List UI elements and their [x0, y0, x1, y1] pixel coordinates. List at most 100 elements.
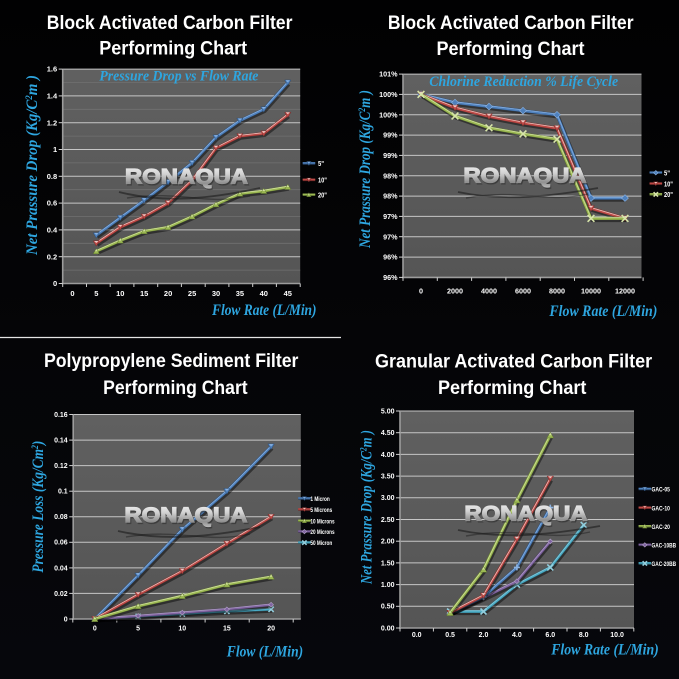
svg-text:1.4: 1.4 [47, 92, 58, 101]
svg-text:6.0: 6.0 [545, 632, 555, 639]
svg-text:RONAQUA: RONAQUA [466, 503, 589, 527]
svg-text:Flow Rate (L/Min): Flow Rate (L/Min) [549, 303, 658, 320]
svg-text:RONAQUA: RONAQUA [465, 502, 588, 526]
svg-text:10000: 10000 [581, 286, 601, 295]
svg-text:Performing Chart: Performing Chart [103, 378, 248, 399]
svg-text:25: 25 [188, 289, 196, 298]
svg-text:5": 5" [318, 159, 324, 168]
svg-text:10.0: 10.0 [610, 632, 624, 639]
svg-text:10 Microns: 10 Microns [310, 519, 335, 526]
svg-text:30: 30 [212, 289, 220, 298]
svg-text:5.00: 5.00 [381, 408, 395, 415]
svg-text:GAC-20BB: GAC-20BB [652, 561, 677, 568]
svg-text:0.4: 0.4 [47, 226, 58, 235]
svg-text:99%: 99% [383, 151, 398, 160]
svg-text:4.50: 4.50 [381, 430, 395, 437]
svg-text:Granular Activated Carbon Filt: Granular Activated Carbon Filter [375, 351, 653, 372]
svg-text:Performing Chart: Performing Chart [437, 39, 586, 60]
svg-text:98%: 98% [383, 192, 398, 201]
svg-text:0: 0 [53, 279, 57, 288]
svg-text:Block Activated Carbon Filter: Block Activated Carbon Filter [388, 13, 634, 34]
svg-text:0.00: 0.00 [381, 625, 395, 632]
svg-text:8000: 8000 [549, 286, 565, 295]
svg-text:GAC-10BB: GAC-10BB [652, 543, 677, 550]
svg-text:0.02: 0.02 [54, 591, 68, 598]
svg-text:RONAQUA: RONAQUA [125, 503, 248, 527]
svg-text:0.14: 0.14 [54, 438, 68, 445]
svg-text:15: 15 [223, 626, 231, 633]
svg-text:5: 5 [94, 289, 98, 298]
svg-text:2.0: 2.0 [479, 632, 489, 639]
svg-text:10": 10" [318, 176, 327, 185]
svg-text:97%: 97% [383, 212, 398, 221]
svg-text:GAC-05: GAC-05 [652, 487, 671, 494]
svg-text:20": 20" [664, 190, 673, 199]
svg-text:1 Micron: 1 Micron [310, 496, 329, 503]
svg-text:Flow Rate (L/Min): Flow Rate (L/Min) [550, 642, 658, 659]
svg-text:0: 0 [70, 289, 74, 298]
svg-text:RONAQUA: RONAQUA [464, 164, 587, 188]
svg-text:4000: 4000 [481, 286, 497, 295]
svg-text:5 Microns: 5 Microns [310, 507, 332, 514]
svg-text:RONAQUA: RONAQUA [125, 165, 248, 189]
svg-text:10: 10 [178, 626, 186, 633]
svg-text:2.00: 2.00 [381, 539, 395, 546]
svg-text:4.00: 4.00 [381, 452, 395, 459]
svg-text:GAC-10: GAC-10 [652, 505, 671, 512]
svg-text:0.8: 0.8 [47, 172, 57, 181]
svg-text:RONAQUA: RONAQUA [465, 165, 588, 189]
svg-text:Performing Chart: Performing Chart [99, 39, 248, 60]
svg-text:45: 45 [284, 289, 292, 298]
svg-text:Pressure Drop vs Flow Rate: Pressure Drop vs Flow Rate [99, 69, 258, 85]
svg-text:0.08: 0.08 [54, 514, 68, 521]
svg-text:10": 10" [664, 179, 673, 188]
svg-text:1.6: 1.6 [47, 65, 57, 74]
svg-text:Polypropylene Sediment Filter: Polypropylene Sediment Filter [44, 351, 299, 372]
svg-text:20 Microns: 20 Microns [310, 529, 335, 536]
svg-text:101%: 101% [379, 70, 398, 79]
svg-text:35: 35 [236, 289, 244, 298]
svg-text:Chlorine Reduction % Life Cycl: Chlorine Reduction % Life Cycle [429, 74, 618, 90]
svg-text:0.50: 0.50 [381, 604, 395, 611]
svg-text:5: 5 [136, 626, 140, 633]
svg-text:15: 15 [140, 289, 148, 298]
svg-text:0.04: 0.04 [54, 565, 68, 572]
svg-text:0.06: 0.06 [54, 540, 68, 547]
svg-text:Net Prassure Drop (Kg/C2m ): Net Prassure Drop (Kg/C2m ) [357, 90, 374, 249]
svg-text:10: 10 [116, 289, 124, 298]
svg-text:100%: 100% [379, 90, 398, 99]
svg-text:1: 1 [53, 145, 57, 154]
svg-text:20: 20 [164, 289, 172, 298]
svg-text:0.12: 0.12 [54, 463, 68, 470]
svg-text:0: 0 [64, 616, 68, 623]
svg-text:Net Prassure Drop (Kg/C2m ): Net Prassure Drop (Kg/C2m ) [24, 75, 41, 256]
svg-text:2000: 2000 [447, 286, 463, 295]
svg-text:0.2: 0.2 [47, 252, 57, 261]
svg-text:Flow Rate (L/Min): Flow Rate (L/Min) [211, 302, 316, 319]
svg-text:8.0: 8.0 [579, 632, 589, 639]
svg-text:98%: 98% [383, 171, 398, 180]
svg-text:0.5: 0.5 [445, 632, 455, 639]
svg-text:0.1: 0.1 [58, 489, 68, 496]
svg-text:GAC-20: GAC-20 [652, 524, 671, 531]
svg-text:97%: 97% [383, 232, 398, 241]
svg-text:Pressure Loss (Kg/Cm2): Pressure Loss (Kg/Cm2) [30, 441, 47, 573]
svg-text:3.00: 3.00 [381, 495, 395, 502]
svg-text:6000: 6000 [515, 286, 531, 295]
svg-text:100%: 100% [379, 110, 398, 119]
svg-text:0.6: 0.6 [47, 199, 57, 208]
svg-text:1.2: 1.2 [47, 118, 57, 127]
svg-text:50 Micron: 50 Micron [310, 540, 332, 547]
svg-text:1.00: 1.00 [381, 582, 395, 589]
svg-text:Net Prassure Drop (Kg/C2m ): Net Prassure Drop (Kg/C2m ) [359, 430, 376, 585]
svg-text:20": 20" [318, 190, 327, 199]
svg-text:1.50: 1.50 [381, 560, 395, 567]
svg-text:0: 0 [93, 626, 97, 633]
svg-text:5": 5" [664, 168, 670, 177]
svg-text:40: 40 [260, 289, 268, 298]
svg-text:12000: 12000 [615, 286, 635, 295]
svg-text:0.0: 0.0 [412, 632, 422, 639]
svg-text:Flow (L/Min): Flow (L/Min) [226, 644, 303, 661]
svg-text:20: 20 [267, 626, 275, 633]
svg-text:Performing Chart: Performing Chart [438, 378, 587, 399]
